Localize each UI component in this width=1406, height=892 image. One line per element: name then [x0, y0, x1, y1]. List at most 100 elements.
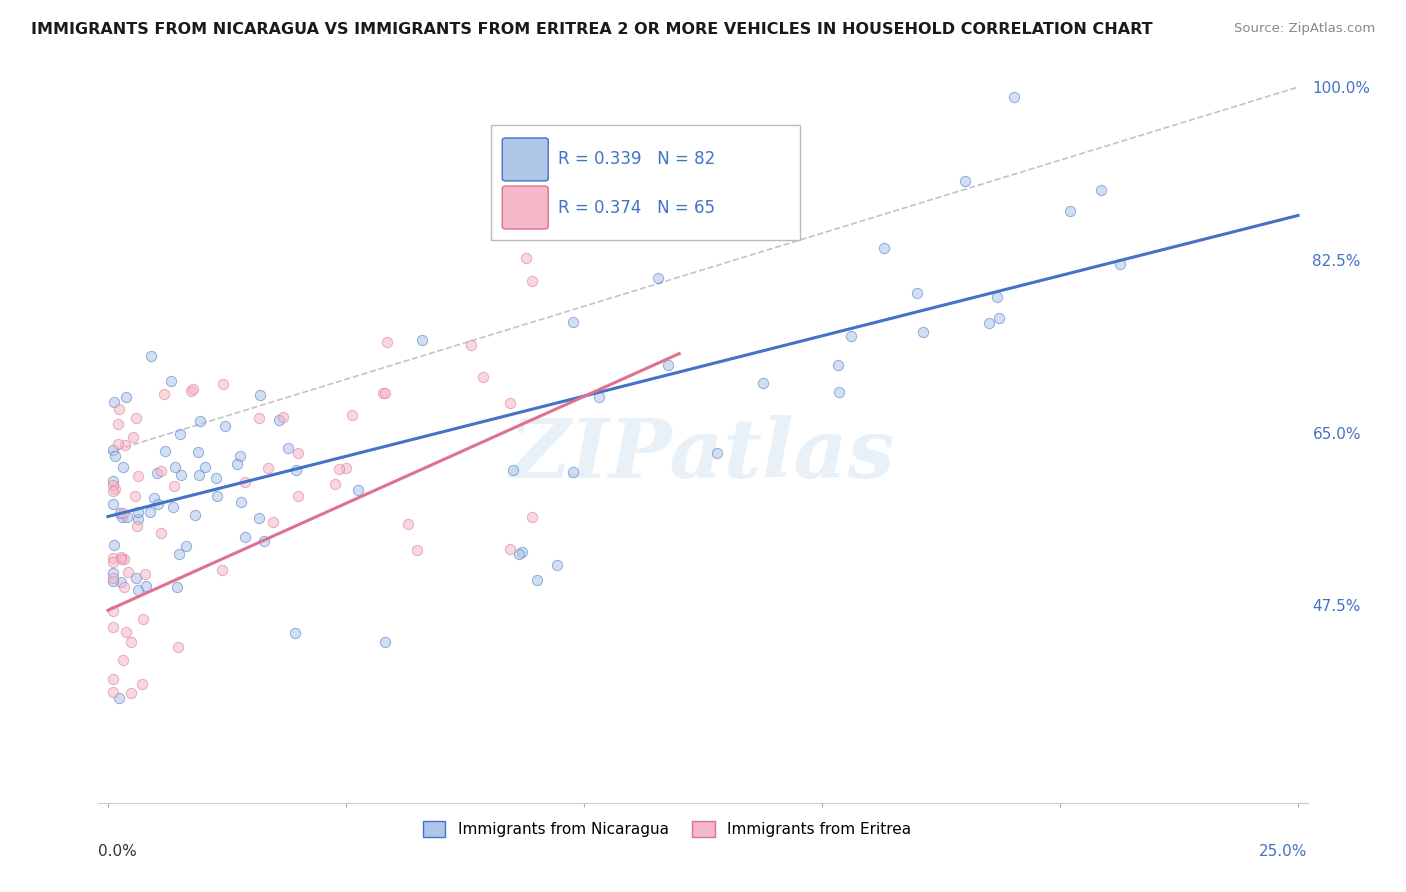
Point	[371, 385, 394, 400]
Point	[181, 382, 204, 396]
Point	[986, 290, 1008, 304]
Point	[287, 489, 309, 503]
Point	[526, 574, 548, 588]
Point	[510, 545, 533, 559]
FancyBboxPatch shape	[492, 126, 800, 240]
Point	[828, 385, 851, 400]
Point	[132, 612, 155, 626]
Point	[143, 491, 166, 505]
Point	[1108, 257, 1130, 271]
Point	[374, 386, 396, 401]
Legend: Immigrants from Nicaragua, Immigrants from Eritrea: Immigrants from Nicaragua, Immigrants fr…	[416, 815, 917, 843]
Point	[115, 390, 138, 404]
Point	[127, 468, 149, 483]
Point	[233, 475, 256, 489]
Point	[169, 427, 191, 442]
Point	[162, 500, 184, 514]
Point	[120, 686, 142, 700]
Point	[112, 580, 135, 594]
Text: ZIPatlas: ZIPatlas	[510, 415, 896, 495]
Point	[271, 410, 294, 425]
Point	[911, 326, 934, 340]
Point	[1059, 203, 1081, 218]
Point	[905, 285, 928, 300]
Point	[110, 552, 132, 566]
Point	[170, 467, 193, 482]
Point	[103, 538, 125, 552]
Point	[108, 402, 131, 417]
Point	[647, 271, 669, 285]
Point	[139, 505, 162, 519]
Point	[205, 471, 228, 485]
Point	[495, 182, 517, 196]
Point	[125, 410, 148, 425]
Point	[184, 508, 207, 523]
Point	[953, 174, 976, 188]
Point	[152, 387, 174, 401]
Point	[194, 460, 217, 475]
Point	[249, 388, 271, 402]
Text: 25.0%: 25.0%	[1260, 844, 1308, 858]
Point	[323, 477, 346, 491]
Point	[101, 574, 124, 589]
Point	[153, 443, 176, 458]
Point	[1002, 89, 1025, 103]
Text: 0.0%: 0.0%	[98, 844, 138, 858]
Point	[522, 275, 544, 289]
Point	[188, 467, 211, 482]
Point	[101, 555, 124, 569]
Point	[522, 510, 544, 524]
FancyBboxPatch shape	[502, 138, 548, 181]
Point	[284, 626, 307, 640]
Point	[167, 640, 190, 655]
Point	[839, 329, 862, 343]
Point	[335, 461, 357, 475]
Point	[107, 436, 129, 450]
Point	[396, 517, 419, 532]
Point	[873, 240, 896, 254]
Point	[214, 419, 236, 434]
Point	[229, 449, 252, 463]
Text: R = 0.339   N = 82: R = 0.339 N = 82	[558, 151, 716, 169]
Point	[127, 518, 149, 533]
Point	[111, 653, 134, 667]
Point	[706, 446, 728, 460]
Point	[499, 541, 522, 556]
Point	[987, 311, 1010, 326]
Point	[107, 417, 129, 431]
Point	[340, 409, 363, 423]
Point	[212, 377, 235, 392]
Point	[149, 464, 172, 478]
Point	[101, 483, 124, 498]
Point	[247, 410, 270, 425]
Point	[231, 495, 253, 509]
Point	[148, 497, 170, 511]
Point	[328, 462, 350, 476]
Point	[125, 571, 148, 585]
Point	[277, 441, 299, 455]
Point	[110, 549, 132, 564]
Point	[167, 547, 190, 561]
Point	[188, 414, 211, 428]
Point	[141, 349, 163, 363]
Point	[103, 395, 125, 409]
Point	[187, 444, 209, 458]
Point	[111, 509, 134, 524]
Point	[101, 620, 124, 634]
Point	[114, 438, 136, 452]
Point	[546, 558, 568, 572]
Point	[120, 635, 142, 649]
Point	[121, 430, 143, 444]
Point	[110, 506, 132, 520]
Point	[515, 252, 537, 266]
Point	[117, 565, 139, 579]
Point	[284, 463, 307, 477]
Point	[588, 390, 610, 404]
Point	[104, 482, 127, 496]
Point	[135, 579, 157, 593]
Point	[163, 479, 186, 493]
Point	[127, 505, 149, 519]
Point	[146, 466, 169, 480]
Point	[233, 530, 256, 544]
Point	[827, 358, 849, 372]
